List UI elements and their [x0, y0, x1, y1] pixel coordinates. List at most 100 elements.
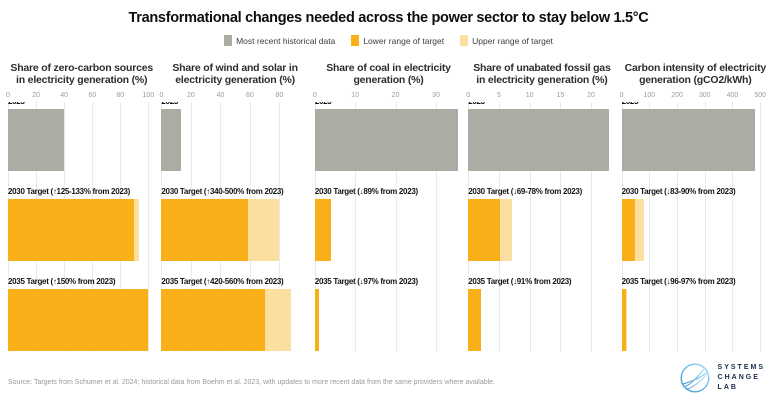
chart-panel-1: Share of zero-carbon sources in electric… — [6, 62, 155, 352]
bar-track — [621, 289, 769, 351]
bar-track — [161, 109, 308, 171]
bar-track — [468, 109, 615, 171]
bar-track — [314, 289, 462, 351]
bar-row-target: 2030 Target (↑125-133% from 2023) — [8, 187, 155, 261]
historical-bar — [621, 109, 755, 171]
chart-panel-4: Share of unabated fossil gas in electric… — [466, 62, 615, 352]
bar-row-target: 2030 Target (↓83-90% from 2023) — [621, 187, 769, 261]
gridline — [395, 102, 397, 352]
chart-panel-5: Carbon intensity of electricity generati… — [619, 62, 769, 352]
bar-track — [8, 199, 155, 261]
panel-title: Carbon intensity of electricity generati… — [624, 62, 767, 87]
axis-tick-label: 20 — [186, 92, 195, 99]
plot-area: 2023 2030 Target (↓69-78% from 2023) 2035 … — [468, 102, 615, 352]
plot-area: 2023 2030 Target (↓83-90% from 2023) 2035 … — [621, 102, 769, 352]
axis-tick-label: 80 — [116, 92, 125, 99]
axis-tick-label: 0 — [466, 92, 471, 99]
bar-label: 2023 — [468, 102, 615, 107]
bar-track — [8, 109, 155, 171]
bar-label: 2035 Target (↓91% from 2023) — [468, 277, 572, 286]
plot-area: 2023 2030 Target (↓89% from 2023) 2035 Tar… — [314, 102, 462, 352]
legend-item: Upper range of target — [460, 35, 553, 46]
bar-track — [621, 109, 769, 171]
panel-title: Share of coal in electricity generation … — [326, 62, 451, 87]
axis-tick-label: 100 — [643, 92, 656, 99]
gridline — [732, 102, 734, 352]
lower-range-bar — [468, 199, 500, 261]
chart-panel-2: Share of wind and solar in electricity g… — [159, 62, 308, 352]
legend-item: Lower range of target — [351, 35, 444, 46]
gridline — [677, 102, 679, 352]
gridline — [435, 102, 437, 352]
panel-title: Share of zero-carbon sources in electric… — [10, 62, 154, 87]
axis-tick-label: 300 — [698, 92, 711, 99]
legend: Most recent historical data Lower range o… — [0, 35, 777, 46]
axis-tick-label: 10 — [351, 92, 360, 99]
logo-line: CHANGE — [717, 373, 760, 381]
bar-label: 2035 Target (↑150% from 2023) — [8, 277, 116, 286]
bar-track — [314, 109, 462, 171]
historical-bar — [161, 109, 182, 171]
axis-tick-label: 200 — [671, 92, 683, 99]
bar-row-target: 2035 Target (↓91% from 2023) — [468, 277, 615, 351]
gridline — [591, 102, 593, 352]
plot-area: 2023 2030 Target (↑340-500% from 2023) 203… — [161, 102, 308, 352]
bar-label: 2035 Target (↓97% from 2023) — [314, 277, 418, 286]
bar-track — [161, 289, 308, 351]
gridline — [355, 102, 357, 352]
bar-row-historical: 2023 — [161, 102, 308, 171]
bar-row-historical: 2023 — [314, 102, 462, 171]
axis-tick-label: 0 — [619, 92, 624, 99]
plot-area: 2023 2030 Target (↑125-133% from 2023) 203… — [8, 102, 155, 352]
lower-range-bar — [314, 199, 331, 261]
axis-tick-label: 30 — [432, 92, 440, 99]
historical-bar — [8, 109, 65, 171]
panel-title: Share of wind and solar in electricity g… — [172, 62, 298, 87]
axis-tick-label: 20 — [587, 92, 595, 99]
axis-tick-label: 10 — [525, 92, 534, 99]
axis-tick-label: 40 — [60, 92, 69, 99]
axis-tick-label: 40 — [216, 92, 225, 99]
bar-row-target: 2030 Target (↓89% from 2023) — [314, 187, 462, 261]
page-title: Transformational changes needed across t… — [128, 10, 649, 26]
logo-wordmark: SYSTEMS CHANGE LAB — [718, 363, 765, 393]
axis-tick-label: 20 — [32, 92, 40, 99]
panels: Share of zero-carbon sources in electric… — [6, 62, 769, 352]
axis-tick-label: 5 — [496, 92, 501, 99]
chart-panel-3: Share of coal in electricity generation … — [313, 62, 462, 352]
bar-label: 2035 Target (↓96-97% from 2023) — [621, 277, 736, 286]
x-axis: 0 100 200 300 400 500 — [619, 92, 769, 102]
axis-tick-label: 60 — [88, 92, 97, 99]
bar-label: 2030 Target (↑125-133% from 2023) — [8, 187, 131, 196]
bar-track — [621, 199, 769, 261]
axis-tick-label: 500 — [754, 92, 766, 99]
bar-track — [161, 199, 308, 261]
bar-track — [8, 289, 155, 351]
bar-row-target: 2030 Target (↓69-78% from 2023) — [468, 187, 615, 261]
axis-tick-label: 20 — [391, 92, 400, 99]
panel-title: Share of unabated fossil gas in electric… — [473, 62, 611, 87]
gridline — [279, 102, 281, 352]
bar-row-target: 2030 Target (↑340-500% from 2023) — [161, 187, 308, 261]
bar-row-historical: 2023 — [621, 102, 769, 171]
x-axis: 0 10 20 30 — [313, 92, 462, 102]
lower-range-bar — [161, 199, 249, 261]
axis-tick-label: 100 — [142, 92, 155, 99]
legend-item: Most recent historical data — [224, 35, 335, 46]
x-axis: 0 20 40 60 80 100 — [6, 92, 155, 102]
bar-label: 2023 — [622, 102, 769, 107]
legend-label: Upper range of target — [472, 35, 553, 46]
legend-swatch-icon — [351, 35, 360, 46]
axis-tick-label: 60 — [245, 92, 254, 99]
bar-label: 2030 Target (↓83-90% from 2023) — [621, 187, 736, 196]
bar-track — [468, 289, 615, 351]
logo-line: LAB — [717, 384, 738, 392]
bar-label: 2023 — [161, 102, 308, 107]
bar-row-target: 2035 Target (↑150% from 2023) — [8, 277, 155, 351]
lower-range-bar — [8, 289, 149, 351]
systems-change-lab-logo-icon — [679, 362, 711, 394]
lower-range-bar — [621, 199, 635, 261]
x-axis: 0 5 10 15 20 — [466, 92, 615, 102]
legend-swatch-icon — [460, 35, 469, 46]
historical-bar — [468, 109, 610, 171]
